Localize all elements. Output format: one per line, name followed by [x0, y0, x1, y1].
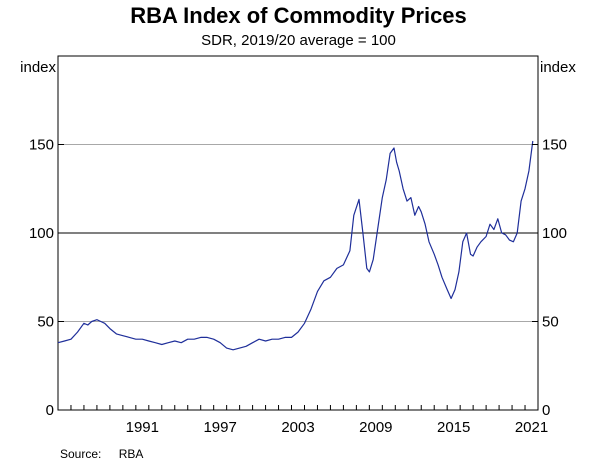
y-tick-label-right: 0 [542, 402, 550, 419]
source-label: Source: [60, 447, 102, 461]
y-tick-label-left: 150 [29, 137, 54, 154]
y-axis-label-right: index [540, 59, 576, 76]
y-tick-label-right: 50 [542, 314, 559, 331]
chart-subtitle: SDR, 2019/20 average = 100 [201, 32, 396, 49]
x-tick-label: 1997 [203, 419, 236, 436]
x-tick-label: 2015 [437, 419, 470, 436]
source-value: RBA [118, 447, 144, 461]
x-tick-label: 2021 [515, 419, 548, 436]
y-tick-label-right: 150 [542, 137, 567, 154]
y-tick-label-left: 50 [37, 314, 54, 331]
y-tick-label-left: 100 [29, 225, 54, 242]
x-tick-label: 2009 [359, 419, 392, 436]
y-tick-label-right: 100 [542, 225, 567, 242]
y-axis-label-left: index [20, 59, 56, 76]
series-line [57, 140, 534, 351]
x-tick-label: 1991 [126, 419, 159, 436]
source-note: Source: RBA [60, 447, 157, 461]
y-tick-label-left: 0 [46, 402, 54, 419]
chart-title: RBA Index of Commodity Prices [130, 3, 467, 28]
x-tick-label: 2003 [281, 419, 314, 436]
